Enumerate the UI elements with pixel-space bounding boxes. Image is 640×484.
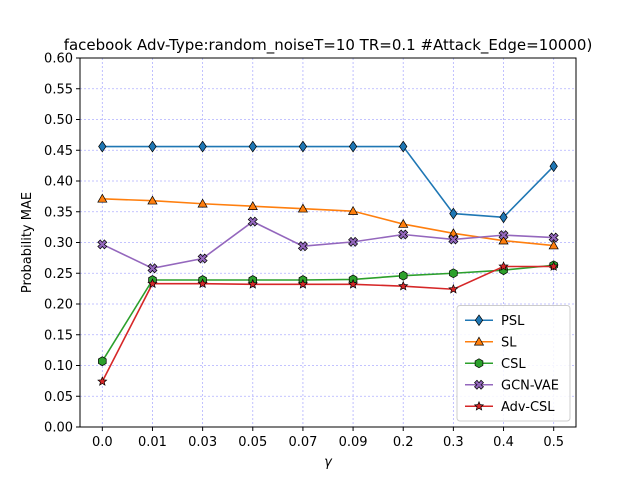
data-point-adv-csl: [147, 278, 158, 289]
x-tick-label: 0.0: [92, 435, 113, 450]
y-tick-label: 0.50: [44, 113, 73, 128]
y-tick-label: 0.05: [44, 390, 73, 405]
series-line-psl: [102, 145, 555, 219]
legend-entry-adv-csl: Adv-CSL: [465, 400, 555, 415]
series-adv-csl: [97, 261, 559, 386]
series-line-adv-csl: [101, 265, 554, 382]
x-tick-label: 0.03: [188, 435, 217, 450]
y-axis-label: Probability MAE: [20, 192, 35, 293]
series-gcn-vae: [97, 216, 559, 274]
data-point-adv-csl: [247, 278, 258, 289]
data-point-psl: [348, 140, 358, 153]
data-point-gcn-vae: [448, 234, 459, 245]
data-point-sl: [97, 193, 108, 203]
legend-label-csl: CSL: [501, 357, 526, 372]
data-point-sl: [247, 201, 258, 210]
data-point-gcn-vae: [548, 232, 559, 243]
data-point-adv-csl: [498, 261, 509, 271]
series-line-gcn-vae: [101, 220, 554, 270]
data-point-adv-csl: [197, 278, 208, 289]
legend-entry-csl: CSL: [465, 357, 526, 372]
legend-marker-csl: [474, 358, 484, 369]
data-point-gcn-vae: [348, 236, 359, 247]
y-tick-label: 0.25: [44, 267, 73, 282]
legend-marker-psl: [474, 314, 484, 327]
data-point-psl: [298, 140, 308, 153]
legend-label-psl: PSL: [501, 314, 525, 329]
data-point-psl: [549, 160, 558, 173]
y-tick-label: 0.45: [44, 144, 73, 159]
x-tick-label: 0.5: [543, 435, 564, 450]
data-point-psl: [198, 140, 207, 153]
x-tick-label: 0.05: [238, 435, 267, 450]
data-point-csl: [449, 268, 458, 279]
legend-entry-sl: SL: [465, 335, 517, 350]
data-point-sl: [398, 218, 409, 228]
y-tick-label: 0.40: [44, 175, 73, 190]
data-point-gcn-vae: [398, 229, 409, 240]
legend-entry-gcn-vae: GCN-VAE: [465, 378, 559, 393]
y-tick-label: 0.55: [44, 82, 73, 97]
axis-layer: 0.00 0.05 0.10 0.15 0.20 0.25 0.30 0.35 0.40 0.45…: [44, 52, 564, 451]
data-point-gcn-vae: [297, 241, 308, 252]
series-psl: [98, 140, 558, 224]
y-tick-label: 0.60: [44, 52, 73, 67]
data-point-psl: [449, 207, 458, 220]
data-point-adv-csl: [347, 278, 359, 289]
chart-title: facebook Adv-Type:random_noiseT=10 TR=0.…: [64, 36, 593, 55]
data-point-adv-csl: [548, 261, 559, 271]
x-tick-label: 0.09: [339, 435, 368, 450]
series-layer: [97, 140, 559, 386]
data-point-psl: [98, 140, 107, 153]
data-point-adv-csl: [297, 278, 309, 289]
data-point-sl: [498, 235, 509, 245]
y-tick-label: 0.00: [44, 421, 73, 436]
data-point-gcn-vae: [97, 239, 108, 250]
y-tick-label: 0.15: [44, 328, 73, 343]
data-point-sl: [297, 203, 309, 213]
x-tick-label: 0.01: [138, 435, 167, 450]
y-tick-label: 0.10: [44, 359, 73, 374]
data-point-adv-csl: [97, 376, 108, 386]
data-point-csl: [398, 270, 408, 281]
data-point-sl: [197, 198, 208, 208]
legend-label-adv-csl: Adv-CSL: [501, 400, 555, 415]
legend-entry-psl: PSL: [465, 314, 525, 329]
legend-marker-adv-csl: [473, 400, 485, 411]
legend-box: [456, 305, 571, 422]
series-line-csl: [101, 264, 554, 362]
data-point-sl: [347, 205, 359, 215]
x-tick-label: 0.07: [288, 435, 317, 450]
legend-label-sl: SL: [501, 335, 517, 350]
data-point-sl: [147, 195, 158, 205]
x-tick-label: 0.3: [443, 435, 464, 450]
x-axis-label: γ: [324, 455, 333, 470]
legend-marker-gcn-vae: [473, 379, 485, 390]
data-point-adv-csl: [398, 280, 409, 291]
data-point-gcn-vae: [498, 230, 509, 241]
data-point-adv-csl: [448, 283, 459, 294]
y-tick-label: 0.30: [44, 236, 73, 251]
x-tick-label: 0.4: [493, 435, 514, 450]
data-point-psl: [148, 140, 157, 153]
data-point-csl: [98, 356, 107, 367]
y-tick-label: 0.35: [44, 205, 73, 220]
data-point-gcn-vae: [247, 216, 258, 227]
y-tick-label: 0.20: [44, 298, 73, 313]
data-point-psl: [399, 140, 408, 153]
legend-marker-sl: [473, 336, 485, 346]
x-tick-label: 0.2: [393, 435, 414, 450]
data-point-psl: [499, 211, 508, 224]
data-point-sl: [548, 240, 559, 250]
data-point-gcn-vae: [147, 263, 158, 274]
data-point-psl: [248, 140, 257, 153]
legend-label-gcn-vae: GCN-VAE: [501, 378, 559, 393]
legend: PSL SL CSL GCN-VAE Adv-CSL: [456, 305, 571, 422]
data-point-gcn-vae: [197, 253, 208, 264]
